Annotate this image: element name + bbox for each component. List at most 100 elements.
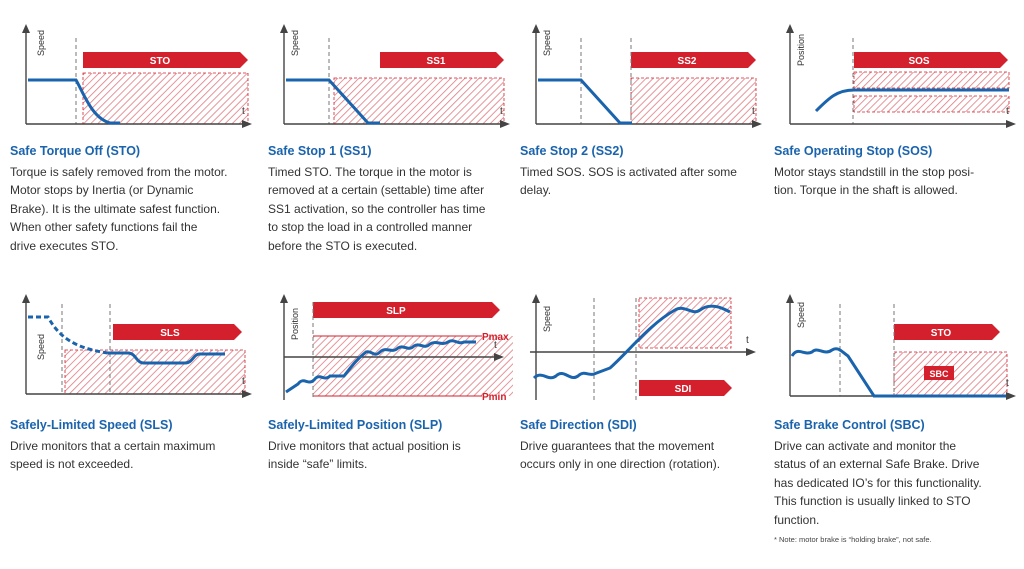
x-axis-arrow	[746, 348, 756, 356]
banner-arrow	[894, 324, 1000, 340]
banner-arrow	[83, 52, 248, 68]
x-axis-label: t	[1006, 106, 1009, 117]
chart-sto: STO t Speed	[22, 24, 252, 128]
banner-arrow	[854, 52, 1008, 68]
y-axis-label: Speed	[542, 306, 552, 332]
hatch-lower	[853, 95, 1010, 113]
panel-desc: Timed STO. The torque in the motor is rem…	[268, 165, 486, 253]
y-axis-arrow	[532, 294, 540, 303]
y-axis-label: Speed	[36, 30, 46, 56]
y-axis-label: Position	[290, 308, 300, 340]
hatch-zone	[630, 77, 757, 125]
banner-arrow	[380, 52, 504, 68]
banner-label: SDI	[675, 384, 692, 395]
banner-arrow	[113, 324, 242, 340]
y-axis-arrow	[786, 294, 794, 303]
pmin-label: Pmin	[482, 392, 506, 403]
y-axis-label: Speed	[796, 302, 806, 328]
x-axis-label: t	[242, 376, 245, 387]
speed-curve	[28, 78, 120, 125]
banner-label: SLS	[160, 328, 180, 339]
panel-title: Safely-Limited Position (SLP)	[268, 418, 443, 432]
banner-label: SOS	[908, 56, 929, 67]
panel-desc: Drive guarantees that the movement occurs…	[520, 439, 721, 472]
chart-ss1: SS1 t Speed	[280, 24, 510, 128]
hatch-upper	[853, 71, 1010, 89]
banner-label: SLP	[386, 306, 406, 317]
speed-curve	[538, 78, 632, 125]
panel-title: Safe Operating Stop (SOS)	[774, 144, 933, 158]
panel-ss2: SS2 t Speed Safe Stop 2 (SS2) Timed SOS.…	[520, 20, 765, 250]
panel-ss1: SS1 t Speed Safe Stop 1 (SS1) Timed STO.…	[268, 20, 513, 253]
x-axis-arrow	[500, 120, 510, 128]
y-axis-label: Speed	[36, 334, 46, 360]
y-axis-label: Speed	[290, 30, 300, 56]
chart-sls: SLS t Speed	[22, 294, 252, 398]
y-axis-label: Speed	[542, 30, 552, 56]
x-axis-arrow	[242, 390, 252, 398]
banner-label: STO	[150, 56, 171, 67]
panel-desc: Drive monitors that actual position is in…	[268, 439, 461, 472]
chart-sdi: SDI t Speed	[530, 294, 756, 400]
banner-label: STO	[931, 328, 952, 339]
panel-desc: Timed SOS. SOS is activated after some de…	[520, 165, 737, 198]
sbc-badge-label: SBC	[929, 369, 949, 379]
panel-title: Safe Stop 1 (SS1)	[268, 144, 372, 158]
x-axis-label: t	[242, 106, 245, 117]
y-axis-arrow	[22, 294, 30, 303]
y-axis-arrow	[280, 24, 288, 33]
y-axis-arrow	[786, 24, 794, 33]
banner-label: SS2	[678, 56, 697, 67]
x-axis-label: t	[746, 335, 749, 346]
hatch-zone	[333, 77, 505, 125]
x-axis-arrow	[494, 353, 504, 361]
x-axis-label: t	[500, 106, 503, 117]
footnote: * Note: motor brake is “holding brake”, …	[774, 535, 932, 544]
x-axis-label: t	[1006, 378, 1009, 389]
panel-desc: Torque is safely removed from the motor.…	[10, 165, 228, 253]
panel-title: Safe Torque Off (STO)	[10, 144, 141, 158]
y-axis-arrow	[280, 294, 288, 303]
y-axis-arrow	[22, 24, 30, 33]
banner-label: SS1	[427, 56, 446, 67]
position-curve	[285, 339, 476, 394]
panel-sto: STO t Speed Safe Torque Off (STO) Torque…	[10, 20, 255, 253]
x-axis-arrow	[1006, 392, 1016, 400]
speed-curve-prior	[28, 315, 109, 355]
x-axis-label: t	[752, 106, 755, 117]
panel-desc: Motor stays standstill in the stop posi-…	[774, 165, 975, 198]
panel-desc: Drive can activate and monitor the status…	[774, 439, 982, 527]
panel-title: Safe Brake Control (SBC)	[774, 418, 925, 432]
banner-arrow	[313, 302, 500, 318]
speed-curve	[532, 304, 731, 380]
banner-arrow	[639, 380, 732, 396]
position-curve	[814, 88, 1009, 113]
chart-ss2: SS2 t Speed	[532, 24, 762, 128]
speed-curve	[790, 347, 1006, 398]
pmax-label: Pmax	[482, 332, 509, 343]
panel-desc: Drive monitors that a certain maximum spe…	[10, 439, 216, 472]
y-axis-label: Position	[796, 34, 806, 66]
panel-sbc: STO SBC t Speed Safe Brake Control (SBC)…	[774, 290, 1019, 560]
speed-curve	[108, 351, 225, 365]
chart-sos: SOS t Position	[786, 24, 1016, 128]
panel-title: Safely-Limited Speed (SLS)	[10, 418, 173, 432]
y-axis-arrow	[532, 24, 540, 33]
speed-curve	[286, 78, 380, 125]
x-axis-arrow	[752, 120, 762, 128]
hatch-zone	[82, 72, 249, 125]
banner-arrow	[631, 52, 756, 68]
panel-slp: SLP Pmax Pmin t Position Safely-Limited …	[268, 290, 513, 500]
hatch-zone	[64, 349, 246, 395]
panel-title: Safe Direction (SDI)	[520, 418, 637, 432]
panel-sdi: SDI t Speed Safe Direction (SDI) Drive g…	[520, 290, 765, 500]
x-axis-arrow	[1006, 120, 1016, 128]
x-axis-label: t	[494, 340, 497, 351]
panel-sls: SLS t Speed Safely-Limited Speed (SLS) D…	[10, 290, 255, 500]
panel-title: Safe Stop 2 (SS2)	[520, 144, 624, 158]
sbc-badge	[924, 366, 954, 380]
chart-slp: SLP Pmax Pmin t Position	[280, 294, 513, 403]
x-axis-arrow	[242, 120, 252, 128]
chart-sbc: STO SBC t Speed	[786, 294, 1016, 400]
panel-sos: SOS t Position Safe Operating Stop (SOS)…	[774, 20, 1019, 250]
